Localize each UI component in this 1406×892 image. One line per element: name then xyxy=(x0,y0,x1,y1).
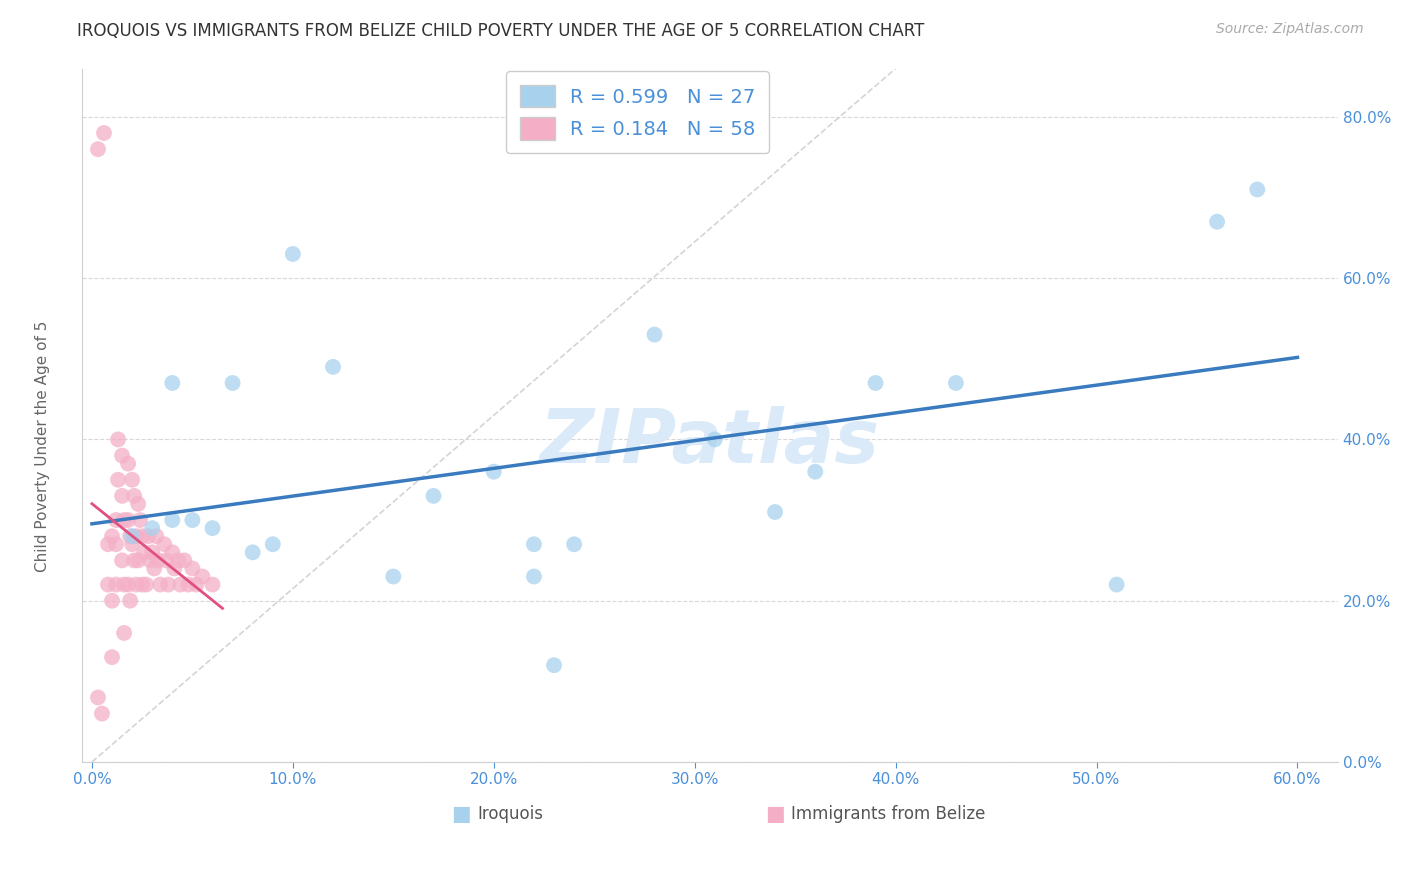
Point xyxy=(162,545,184,559)
Point xyxy=(141,545,163,559)
Point xyxy=(201,577,224,591)
Point xyxy=(162,513,184,527)
Point xyxy=(155,553,177,567)
Point xyxy=(117,577,139,591)
Point xyxy=(186,577,208,591)
Point xyxy=(322,359,344,374)
Point xyxy=(1246,182,1268,196)
Point xyxy=(97,537,120,551)
Point xyxy=(131,577,153,591)
Point xyxy=(87,690,110,705)
Point xyxy=(120,529,142,543)
Point xyxy=(169,577,191,591)
Point xyxy=(181,561,204,575)
Point xyxy=(101,650,124,665)
Point xyxy=(101,593,124,607)
Point xyxy=(382,569,405,583)
Point xyxy=(136,529,159,543)
Point xyxy=(112,626,135,640)
Point xyxy=(191,569,214,583)
Point xyxy=(162,376,184,390)
Point xyxy=(562,537,585,551)
Text: ■: ■ xyxy=(451,804,471,824)
Point xyxy=(163,561,186,575)
Point xyxy=(141,521,163,535)
Point xyxy=(157,577,180,591)
Point xyxy=(262,537,284,551)
Point xyxy=(763,505,786,519)
Text: Source: ZipAtlas.com: Source: ZipAtlas.com xyxy=(1216,22,1364,37)
Point xyxy=(523,569,546,583)
Point xyxy=(117,513,139,527)
Point xyxy=(125,529,148,543)
Point xyxy=(201,521,224,535)
Point xyxy=(117,457,139,471)
Point xyxy=(87,142,110,156)
Point xyxy=(122,553,145,567)
Point xyxy=(221,376,243,390)
Point xyxy=(177,577,200,591)
Point xyxy=(93,126,115,140)
Point xyxy=(122,489,145,503)
Point xyxy=(105,537,128,551)
Point xyxy=(804,465,827,479)
Point xyxy=(112,513,135,527)
Point xyxy=(121,473,143,487)
Point xyxy=(143,561,166,575)
Point xyxy=(523,537,546,551)
Point xyxy=(125,577,148,591)
Point xyxy=(281,247,304,261)
Point xyxy=(145,529,167,543)
Point xyxy=(112,577,135,591)
Point xyxy=(105,577,128,591)
Legend: R = 0.599   N = 27, R = 0.184   N = 58: R = 0.599 N = 27, R = 0.184 N = 58 xyxy=(506,71,769,153)
Point xyxy=(644,327,666,342)
Text: ZIPatlas: ZIPatlas xyxy=(540,407,880,480)
Text: Iroquois: Iroquois xyxy=(478,805,544,823)
Point xyxy=(181,513,204,527)
Point xyxy=(134,545,156,559)
Point xyxy=(148,553,170,567)
Point xyxy=(111,489,134,503)
Point xyxy=(1105,577,1128,591)
Point xyxy=(91,706,114,721)
Point xyxy=(149,577,172,591)
Point xyxy=(139,553,162,567)
Point xyxy=(422,489,444,503)
Point xyxy=(543,658,565,673)
Point xyxy=(173,553,195,567)
Point xyxy=(127,553,149,567)
Point xyxy=(105,513,128,527)
Point xyxy=(131,529,153,543)
Point xyxy=(129,513,152,527)
Point xyxy=(101,529,124,543)
Point xyxy=(1206,215,1229,229)
Point xyxy=(111,553,134,567)
Point xyxy=(135,577,157,591)
Text: Immigrants from Belize: Immigrants from Belize xyxy=(792,805,986,823)
Point xyxy=(482,465,505,479)
Point xyxy=(703,433,725,447)
Point xyxy=(97,577,120,591)
Point xyxy=(121,537,143,551)
Text: ■: ■ xyxy=(765,804,785,824)
Point xyxy=(865,376,887,390)
Point xyxy=(120,593,142,607)
Point xyxy=(153,537,176,551)
Point xyxy=(945,376,967,390)
Point xyxy=(107,433,129,447)
Point xyxy=(167,553,190,567)
Point xyxy=(107,473,129,487)
Point xyxy=(121,529,143,543)
Point xyxy=(127,497,149,511)
Point xyxy=(242,545,264,559)
Text: Child Poverty Under the Age of 5: Child Poverty Under the Age of 5 xyxy=(35,320,49,572)
Point xyxy=(111,449,134,463)
Text: IROQUOIS VS IMMIGRANTS FROM BELIZE CHILD POVERTY UNDER THE AGE OF 5 CORRELATION : IROQUOIS VS IMMIGRANTS FROM BELIZE CHILD… xyxy=(77,22,925,40)
